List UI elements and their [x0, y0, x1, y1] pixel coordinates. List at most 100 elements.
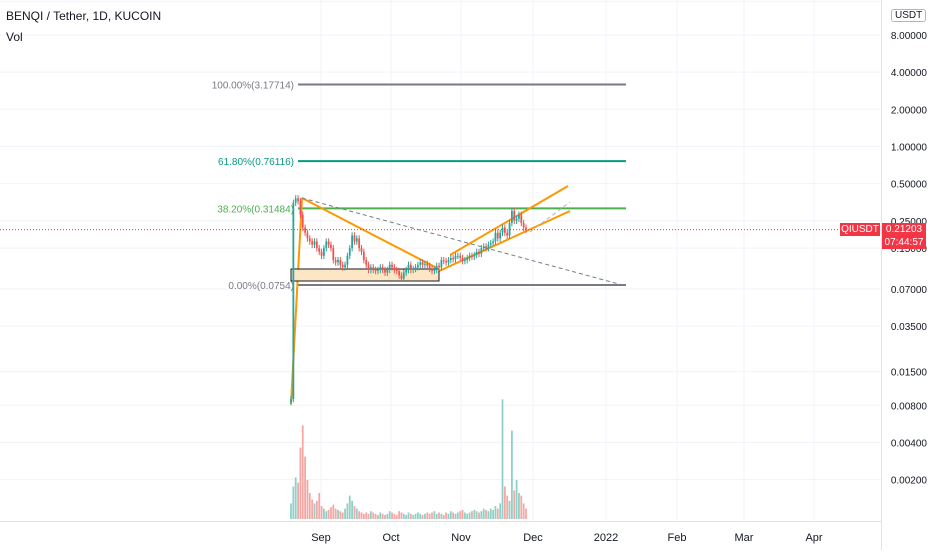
candle-body: [353, 235, 356, 242]
volume-bar: [297, 482, 299, 519]
volume-bar: [353, 506, 356, 519]
volume-bar: [299, 447, 302, 519]
candle-body: [360, 248, 363, 252]
candle-body: [522, 222, 525, 228]
price-tick-label: 0.15000: [891, 244, 928, 255]
candle-body: [459, 255, 462, 258]
volume-bar: [381, 513, 384, 519]
volume-bar: [461, 509, 464, 519]
candle-body: [334, 260, 337, 263]
candle-body: [344, 264, 346, 268]
candle-body: [355, 238, 358, 242]
candle-body: [362, 251, 365, 261]
volume-bar: [480, 511, 483, 519]
candle-body: [475, 251, 478, 256]
candle-body: [332, 248, 335, 261]
volume-bar: [438, 512, 440, 519]
volume-bar: [308, 493, 311, 519]
volume-bar: [405, 515, 408, 519]
candle-body: [494, 232, 497, 242]
candle-body: [435, 265, 438, 270]
volume-bar: [485, 509, 487, 519]
candle-body: [515, 218, 518, 221]
candle-body: [290, 398, 292, 403]
candle-body: [478, 251, 480, 254]
volume-bar: [471, 511, 473, 519]
volume-bar: [492, 509, 494, 519]
volume-bar: [348, 495, 351, 519]
candle-body: [381, 267, 384, 270]
volume-bar: [522, 503, 525, 519]
time-axis[interactable]: Sep Oct Nov Dec 2022 Feb Mar Apr: [0, 521, 881, 551]
candle-body: [299, 201, 302, 215]
volume-bar: [313, 503, 316, 519]
candle-body: [358, 238, 361, 249]
price-chart[interactable]: 100.00%(3.17714) 61.80%(0.76116) 38.20%(0.…: [0, 0, 881, 521]
time-axis-ticks: Sep Oct Nov Dec 2022 Feb Mar Apr: [311, 532, 823, 544]
fib-level-label: 61.80%(0.76116): [218, 157, 294, 168]
candle-body: [424, 263, 426, 265]
countdown-tag: 07:44:57: [882, 236, 926, 249]
volume-bar: [362, 513, 365, 519]
volume-bar: [323, 508, 325, 519]
candle-body: [461, 257, 464, 262]
time-tick-label: Mar: [735, 532, 754, 544]
volume-bar: [306, 480, 309, 519]
candle-body: [511, 210, 513, 223]
currency-unit-badge[interactable]: USDT: [891, 9, 927, 22]
volume-bar: [384, 515, 386, 519]
volume-bar: [513, 490, 516, 519]
candle-body: [525, 227, 527, 230]
candle-body: [301, 214, 304, 228]
volume-bar: [393, 513, 396, 519]
volume-bar: [449, 511, 452, 519]
candle-body: [327, 241, 330, 245]
time-tick-label: Dec: [523, 532, 543, 544]
volume-bar: [426, 512, 429, 519]
candle-body: [501, 227, 504, 233]
candle-body: [402, 272, 405, 279]
volume-bar: [487, 511, 490, 519]
candle-body: [499, 232, 502, 239]
candle-body: [431, 268, 433, 271]
volume-bar: [301, 425, 304, 519]
volume-bar: [503, 486, 506, 519]
volume-bar: [525, 508, 527, 519]
volume-bar: [456, 512, 459, 519]
volume-bar: [337, 509, 339, 519]
volume-bar: [459, 511, 462, 519]
volume-bar: [414, 513, 417, 519]
volume-bar: [473, 509, 476, 519]
price-tick-label: 0.25000: [891, 217, 928, 228]
price-axis[interactable]: 8.00000 4.00000 2.00000 1.00000 0.50000 0.250…: [881, 0, 932, 550]
candle-body: [323, 248, 325, 256]
candle-body: [482, 246, 485, 249]
candle-body: [315, 241, 318, 249]
price-tick-label: 0.01500: [891, 368, 928, 379]
volume-bar: [468, 512, 471, 519]
volume-bar: [400, 512, 403, 519]
candle-body: [417, 264, 419, 268]
candle-body: [503, 227, 506, 233]
candle-body: [454, 255, 457, 260]
candle-body: [374, 269, 377, 271]
volume-bar: [464, 512, 466, 519]
fibonacci-retracement[interactable]: 100.00%(3.17714) 61.80%(0.76116) 38.20%(0.…: [212, 80, 626, 292]
price-tick-label: 0.00200: [891, 476, 928, 487]
candle-body: [468, 255, 471, 258]
volume-bar: [391, 512, 393, 519]
price-tick-label: 0.00800: [891, 401, 928, 412]
volume-bar: [417, 512, 419, 519]
volume-bar: [409, 513, 412, 519]
price-axis-ticks: 8.00000 4.00000 2.00000 1.00000 0.50000 0.250…: [891, 31, 928, 487]
candle-body: [308, 238, 311, 242]
candle-body: [379, 267, 382, 270]
candle-body: [370, 267, 372, 270]
time-tick-label: Nov: [451, 532, 471, 544]
volume-bar: [377, 515, 379, 519]
candle-body: [480, 248, 483, 254]
candle-body: [447, 260, 450, 263]
volume-label: Vol: [6, 30, 23, 44]
volume-bar: [466, 513, 469, 519]
